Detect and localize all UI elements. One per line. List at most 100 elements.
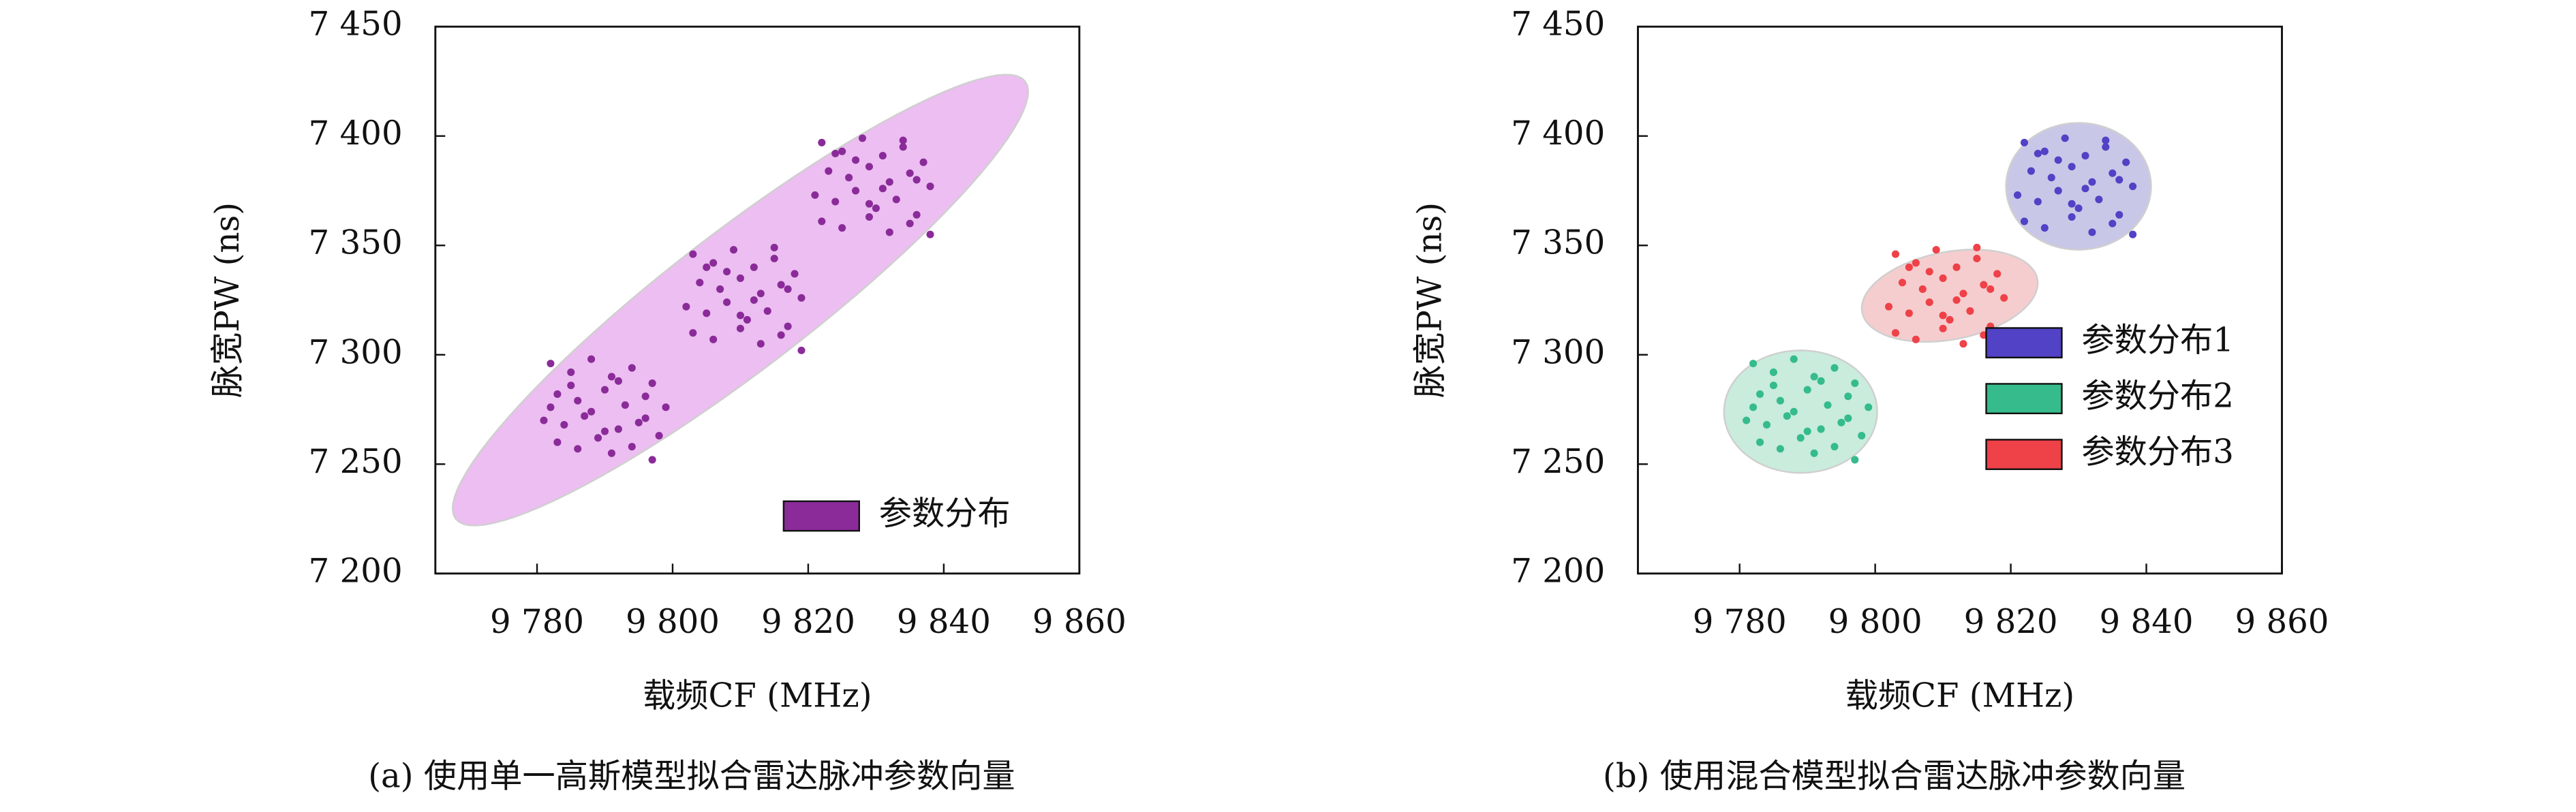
data-point	[1837, 418, 1845, 426]
data-point	[1769, 381, 1777, 390]
data-point	[1980, 281, 1988, 289]
x-tick-label: 9 860	[2235, 603, 2329, 641]
data-point	[2054, 187, 2062, 195]
data-point	[1987, 285, 1995, 293]
legend-label: 参数分布3	[2081, 433, 2233, 471]
data-point	[1898, 279, 1906, 287]
data-point	[634, 418, 643, 426]
data-point	[736, 311, 745, 319]
data-point	[784, 285, 792, 293]
data-point	[845, 174, 853, 182]
data-point	[628, 364, 636, 372]
data-point	[2102, 136, 2110, 144]
data-point	[852, 187, 860, 195]
data-point	[777, 331, 785, 339]
caption: (b) 使用混合模型拟合雷达脉冲参数向量	[1603, 758, 2186, 796]
data-point	[2013, 191, 2022, 199]
data-point	[1912, 259, 1920, 267]
data-point	[1891, 329, 1900, 337]
data-point	[913, 176, 921, 184]
data-point	[703, 263, 711, 271]
y-tick-label: 7 250	[309, 443, 403, 481]
data-point	[723, 298, 731, 307]
data-point	[885, 228, 893, 236]
x-tick-label: 9 840	[897, 603, 991, 641]
y-tick-label: 7 300	[309, 333, 403, 371]
y-axis-label: 脉宽PW (ns)	[209, 202, 247, 398]
data-point	[600, 386, 609, 394]
data-point	[1905, 309, 1913, 317]
axes-frame	[434, 25, 1081, 575]
data-point	[1783, 412, 1791, 420]
data-point	[743, 315, 751, 324]
data-point	[689, 250, 697, 258]
y-tick-label: 7 350	[309, 224, 403, 262]
data-point	[2054, 156, 2062, 164]
panel: 9 780 9 800 9 820 9 840 9 860 7 200 7 250 7 300…	[1411, 5, 2329, 796]
x-axis-label: 载频CF (MHz)	[1845, 677, 2074, 715]
data-point	[899, 143, 907, 151]
data-point	[1817, 425, 1825, 433]
data-point	[899, 136, 907, 144]
data-point	[838, 147, 846, 155]
data-point	[2034, 198, 2042, 206]
data-point	[1776, 396, 1784, 405]
data-point	[852, 156, 860, 164]
data-point	[614, 425, 622, 433]
data-point	[1973, 243, 1981, 251]
data-point	[885, 178, 893, 186]
data-point	[1925, 268, 1933, 276]
data-point	[825, 167, 833, 175]
data-point	[838, 223, 846, 232]
data-point	[2020, 138, 2029, 146]
data-point	[811, 191, 819, 199]
data-point	[2068, 200, 2076, 208]
data-point	[553, 438, 562, 446]
data-point	[2000, 294, 2008, 302]
data-point	[1803, 427, 1811, 435]
data-point	[818, 217, 826, 225]
data-point	[763, 307, 771, 315]
data-point	[926, 230, 934, 238]
data-point	[770, 254, 778, 263]
legend-swatch	[1985, 439, 2063, 471]
data-point	[628, 443, 636, 451]
data-point	[736, 274, 745, 282]
y-tick-label: 7 200	[309, 552, 403, 590]
data-point	[682, 302, 690, 311]
data-point	[831, 149, 840, 157]
data-point	[607, 449, 616, 457]
data-point	[648, 456, 656, 464]
fit-ellipse	[451, 74, 1029, 527]
data-point	[709, 259, 718, 267]
data-point	[1932, 246, 1940, 254]
data-point	[872, 204, 880, 213]
data-point	[547, 403, 555, 411]
data-point	[1817, 377, 1825, 385]
data-point	[858, 134, 867, 142]
data-point	[1755, 390, 1764, 399]
data-point	[1844, 414, 1852, 422]
data-point	[607, 373, 616, 381]
data-point	[770, 243, 778, 251]
data-point	[791, 270, 799, 278]
data-point	[2095, 196, 2103, 204]
data-point	[2122, 158, 2130, 166]
data-point	[574, 445, 582, 453]
data-point	[878, 185, 887, 193]
data-point	[600, 427, 609, 435]
data-point	[2040, 147, 2049, 155]
data-point	[614, 377, 622, 385]
data-point	[1824, 401, 1832, 409]
axes-frame	[1637, 25, 2283, 575]
data-point	[1939, 311, 1947, 319]
data-point	[1790, 355, 1798, 363]
y-axis-label: 脉宽PW (ns)	[1411, 202, 1450, 398]
y-tick-label: 7 200	[1511, 552, 1605, 590]
data-point	[547, 360, 555, 368]
data-point	[2088, 178, 2096, 186]
data-point	[919, 158, 927, 166]
fit-ellipse	[1723, 349, 1878, 474]
legend-label: 参数分布	[879, 495, 1011, 533]
